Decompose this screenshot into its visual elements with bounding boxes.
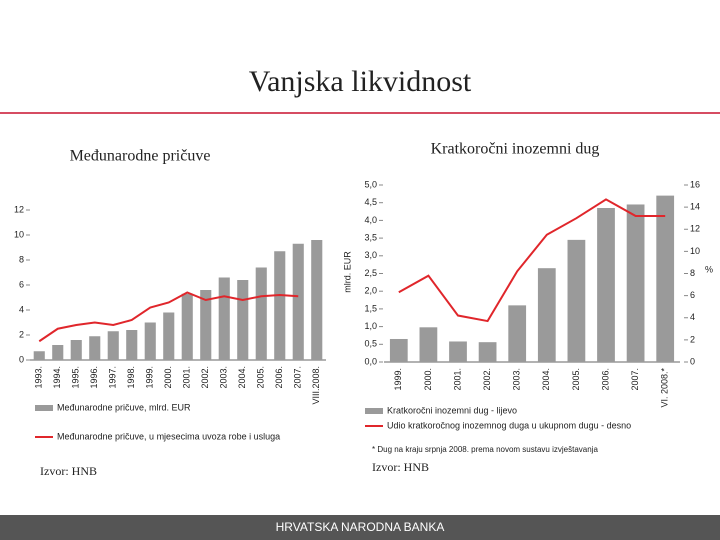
x-tick-label: 2007.	[293, 366, 303, 389]
y2-tick-label: 14	[690, 202, 700, 212]
x-tick-label: 2003.	[219, 366, 229, 389]
note: * Dug na kraju srpnja 2008. prema novom …	[372, 445, 598, 454]
legend-label: Međunarodne pričuve, u mjesecima uvoza r…	[57, 431, 280, 441]
slide-title: Vanjska likvidnost	[249, 65, 472, 98]
y-tick-label: 1,5	[364, 303, 377, 313]
bar	[597, 208, 615, 362]
x-tick-label: 2001.	[182, 366, 192, 389]
x-tick-label: 1998.	[126, 366, 136, 389]
x-tick-label: VI. 2008.*	[660, 368, 670, 408]
y-tick-label: 0,5	[364, 339, 377, 349]
bar	[52, 345, 64, 360]
line	[398, 198, 666, 323]
y-tick-label: 12	[14, 204, 24, 214]
bar	[89, 336, 101, 360]
bar	[419, 327, 438, 362]
legend-label: Kratkoročni inozemni dug - lijevo	[387, 405, 517, 415]
footer-bar	[0, 515, 720, 540]
y2-tick-label: 8	[690, 268, 695, 278]
bar	[70, 340, 82, 360]
x-tick-label: 2006.	[274, 366, 284, 389]
x-tick-label: 2004.	[237, 366, 247, 389]
x-tick-label: 2002.	[482, 368, 492, 391]
bar	[33, 351, 45, 360]
y-tick-label: 2,0	[364, 286, 377, 296]
legend-label: Međunarodne pričuve, mlrd. EUR	[57, 402, 191, 412]
x-tick-label: 2005.	[256, 366, 266, 389]
footer-text: HRVATSKA NARODNA BANKA	[276, 520, 445, 534]
y-tick-label: 5,0	[364, 179, 377, 189]
y2-tick-label: 0	[690, 356, 695, 366]
y2-tick-label: 16	[690, 179, 700, 189]
bar	[200, 290, 212, 360]
y2-axis-label: %	[705, 264, 713, 274]
bar	[656, 195, 675, 362]
bar	[255, 267, 267, 360]
y-tick-label: 8	[19, 254, 24, 264]
x-tick-label: 2006.	[600, 368, 610, 391]
x-tick-label: 2007.	[630, 368, 640, 391]
x-tick-label: 2000.	[163, 366, 173, 389]
y-axis-label: mlrd. EUR	[342, 251, 352, 293]
bar	[567, 239, 586, 362]
y2-tick-label: 4	[690, 312, 695, 322]
x-tick-label: 2004.	[541, 368, 551, 391]
bar	[478, 342, 497, 362]
x-tick-label: 1999.	[145, 366, 155, 389]
bar	[163, 312, 175, 360]
y-tick-label: 3,0	[364, 250, 377, 260]
x-tick-label: 1999.	[393, 368, 403, 391]
legend-swatch	[365, 408, 383, 414]
y-tick-label: 6	[19, 279, 24, 289]
source: Izvor: HNB	[40, 464, 97, 478]
source: Izvor: HNB	[372, 460, 429, 474]
y2-tick-label: 10	[690, 246, 700, 256]
y-tick-label: 0,0	[364, 356, 377, 366]
bar	[389, 338, 408, 362]
x-tick-label: 2001.	[452, 368, 462, 391]
bar	[218, 277, 230, 360]
y-tick-label: 2,5	[364, 268, 377, 278]
x-tick-label: 2003.	[512, 368, 522, 391]
bar	[508, 305, 527, 362]
x-tick-label: 2002.	[200, 366, 210, 389]
x-tick-label: 1995.	[71, 366, 81, 389]
y-tick-label: 0	[19, 354, 24, 364]
line	[38, 291, 299, 343]
y2-tick-label: 12	[690, 224, 700, 234]
y-tick-label: 1,0	[364, 321, 377, 331]
x-tick-label: 1994.	[52, 366, 62, 389]
y2-tick-label: 2	[690, 334, 695, 344]
bar	[107, 331, 119, 360]
bar	[449, 341, 467, 362]
bar	[237, 280, 249, 360]
x-tick-label: 1993.	[34, 366, 44, 389]
bar	[181, 293, 193, 360]
bar	[274, 251, 286, 360]
y-tick-label: 3,5	[364, 232, 377, 242]
x-tick-label: 2005.	[571, 368, 581, 391]
y-tick-label: 4,5	[364, 197, 377, 207]
bar	[537, 268, 556, 362]
y2-tick-label: 6	[690, 290, 695, 300]
y-tick-label: 2	[19, 329, 24, 339]
bar	[144, 322, 156, 360]
chart-title: Međunarodne pričuve	[70, 148, 211, 165]
y-tick-label: 10	[14, 229, 24, 239]
bar	[626, 204, 645, 362]
chart-title: Kratkoročni inozemni dug	[431, 141, 600, 158]
bar	[311, 240, 323, 360]
y-tick-label: 4	[19, 304, 24, 314]
bar	[126, 330, 138, 360]
x-tick-label: VIII.2008.	[311, 366, 321, 405]
x-tick-label: 1997.	[108, 366, 118, 389]
x-tick-label: 1996.	[89, 366, 99, 389]
x-tick-label: 2000.	[423, 368, 433, 391]
bar	[292, 243, 304, 360]
y-tick-label: 4,0	[364, 215, 377, 225]
legend-swatch	[35, 405, 53, 411]
legend-label: Udio kratkoročnog inozemnog duga u ukupn…	[387, 420, 631, 430]
